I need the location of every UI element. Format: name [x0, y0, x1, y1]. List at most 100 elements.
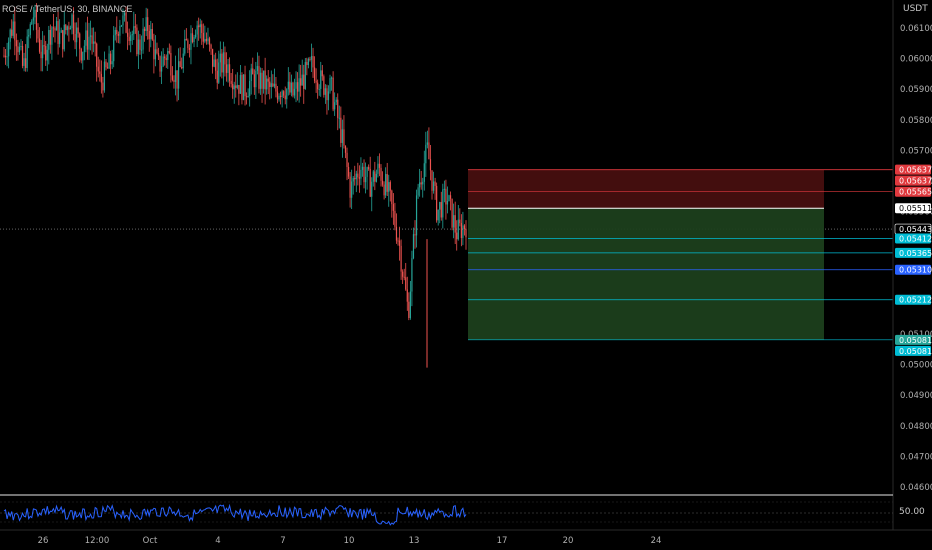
candle-body	[397, 240, 399, 242]
candle-body	[264, 70, 266, 90]
candle-body	[106, 67, 109, 69]
candle-body	[326, 88, 328, 101]
candle-body	[307, 58, 309, 66]
candle-body	[179, 61, 181, 68]
price-tag-bg	[895, 175, 931, 186]
candle-body	[389, 182, 391, 191]
candle-body	[415, 195, 418, 236]
candle-body	[437, 209, 439, 221]
candle-body	[269, 81, 271, 88]
candle-body	[11, 29, 13, 36]
price-tick-label: 0.04900	[900, 391, 932, 401]
candle-body	[425, 144, 427, 164]
candle-body	[28, 34, 30, 37]
candle-body	[4, 55, 7, 58]
candle-body	[408, 301, 410, 319]
candle-body	[211, 48, 214, 67]
candle-body	[388, 182, 390, 192]
candle-body	[426, 142, 428, 145]
candle-body	[422, 181, 424, 185]
candle-body	[446, 201, 449, 205]
price-tick-label: 0.04700	[900, 452, 932, 462]
candle-body	[457, 219, 459, 240]
price-tag-bg	[895, 334, 931, 345]
candle-body	[419, 182, 421, 188]
candle-body	[57, 21, 59, 44]
candle-body	[94, 41, 96, 44]
candle-body	[369, 168, 371, 197]
candle-body	[347, 166, 350, 177]
candle-body	[293, 88, 296, 96]
candle-body	[289, 81, 291, 93]
candle-body	[80, 48, 82, 61]
candle-body	[202, 32, 204, 42]
candle-body	[278, 95, 280, 100]
candle-body	[102, 82, 104, 91]
position-zones[interactable]	[468, 169, 893, 341]
candle-body	[167, 51, 169, 60]
candle-body	[434, 181, 436, 186]
candle-body	[174, 70, 177, 82]
candle-body	[88, 36, 90, 50]
candle-body	[380, 167, 382, 181]
candle-body	[258, 66, 260, 89]
candle-body	[21, 46, 24, 66]
candle-body	[60, 30, 62, 33]
candle-body	[374, 171, 376, 182]
price-tag-bg	[895, 164, 931, 175]
time-axis[interactable]: 26 12:00 Oct 4 7 10 13 17 20 24	[0, 529, 932, 546]
candle-body	[352, 178, 354, 182]
candle-body	[72, 14, 75, 35]
candle-body	[159, 56, 161, 72]
candle-body	[386, 174, 388, 192]
candle-body	[402, 271, 404, 277]
candle-body	[210, 44, 212, 49]
candle-body	[49, 30, 51, 45]
candle-body	[225, 64, 228, 73]
candle-body	[185, 38, 187, 41]
candle-body	[242, 74, 245, 100]
candle-body	[448, 195, 450, 202]
candle-body	[330, 77, 333, 79]
candle-body	[385, 174, 387, 196]
candle-body	[204, 38, 206, 42]
price-tag-text: 0.05412	[899, 235, 932, 244]
candle-body	[366, 167, 368, 177]
candle-body	[371, 181, 373, 197]
candle-body	[454, 215, 456, 233]
candle-body	[405, 277, 407, 290]
price-tick-label: 0.05000	[900, 361, 932, 371]
time-tick-label: 12:00	[85, 536, 110, 546]
candle-body	[395, 226, 398, 241]
candle-body	[55, 21, 58, 31]
time-tick-label: 20	[563, 536, 574, 546]
candle-body	[170, 52, 172, 76]
candle-body	[286, 89, 288, 100]
candle-body	[262, 70, 265, 89]
candle-body	[287, 81, 289, 90]
candle-body	[338, 117, 340, 119]
candle-body	[40, 51, 42, 59]
candle-body	[125, 12, 127, 33]
price-tag: 0.05310	[895, 264, 932, 275]
candle-body	[122, 15, 124, 26]
candle-body	[423, 163, 425, 182]
candle-body	[199, 24, 201, 28]
candle-body	[429, 159, 432, 171]
candle-body	[358, 177, 360, 179]
candle-body	[394, 210, 396, 227]
candle-body	[151, 28, 153, 40]
candle-body	[414, 234, 416, 236]
candle-body	[357, 173, 359, 178]
candle-body	[77, 27, 79, 34]
price-tag: 0.05212	[895, 294, 932, 305]
candle-body	[117, 33, 119, 36]
candle-body	[341, 129, 343, 143]
candle-body	[162, 56, 164, 67]
take-profit-zone	[468, 208, 824, 340]
candle-body	[324, 88, 326, 95]
candle-body	[409, 291, 411, 319]
candle-body	[259, 72, 262, 89]
candle-body	[244, 74, 246, 97]
